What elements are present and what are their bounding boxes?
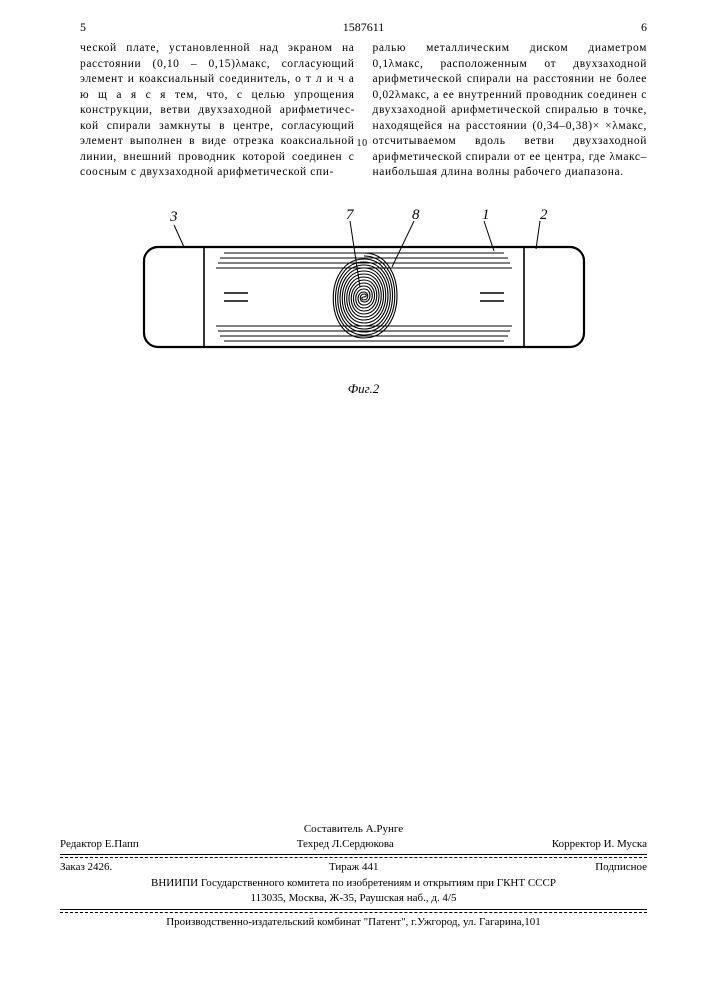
compiler: Составитель А.Рунге bbox=[60, 822, 647, 837]
left-column: ческой плате, установленной над экра­ном… bbox=[80, 41, 355, 181]
corrector: Корректор И. Муска bbox=[552, 837, 647, 852]
fig-label-7: 7 bbox=[346, 207, 355, 223]
doc-number: 1587611 bbox=[343, 20, 385, 35]
figure-caption: Фиг.2 bbox=[80, 381, 647, 397]
fig-label-2: 2 bbox=[540, 207, 548, 223]
fig-label-1: 1 bbox=[482, 207, 490, 223]
fig-label-8: 8 bbox=[412, 207, 420, 223]
order-row: Заказ 2426. Тираж 441 Подписное bbox=[60, 860, 647, 875]
spiral-antenna-diagram: 3 7 8 1 2 bbox=[124, 207, 604, 377]
vniipi: ВНИИПИ Государственного комитета по изоб… bbox=[60, 876, 647, 891]
col-num-right: 6 bbox=[641, 20, 647, 35]
editorial-row: Редактор Е.Папп Техред Л.Сердюкова Корре… bbox=[60, 837, 647, 855]
fig-label-3: 3 bbox=[169, 209, 178, 225]
addr1: 113035, Москва, Ж-35, Раушская наб., д. … bbox=[60, 891, 647, 909]
dash-separator bbox=[60, 857, 647, 858]
tirazh: Тираж 441 bbox=[329, 860, 379, 875]
colophon: Составитель А.Рунге Редактор Е.Папп Техр… bbox=[60, 822, 647, 930]
editor: Редактор Е.Папп bbox=[60, 837, 139, 852]
figure-2: 3 7 8 1 2 Фиг.2 bbox=[80, 207, 647, 397]
col-num-left: 5 bbox=[80, 20, 86, 35]
combine: Производственно-издательский комбинат "П… bbox=[60, 915, 647, 930]
right-column-text: ралью металлическим диском диаметром 0,1… bbox=[373, 42, 648, 178]
column-header-row: 5 1587611 6 bbox=[80, 20, 647, 35]
podpisnoe: Подписное bbox=[595, 860, 647, 875]
right-column: 10 ралью металлическим диском диаметром … bbox=[373, 41, 648, 181]
text-columns: ческой плате, установленной над экра­ном… bbox=[80, 41, 647, 181]
page: 5 1587611 6 ческой плате, установленной … bbox=[0, 0, 707, 1000]
techred: Техред Л.Сердюкова bbox=[297, 837, 394, 852]
left-column-text: ческой плате, установленной над экра­ном… bbox=[80, 42, 355, 178]
dash-separator-2 bbox=[60, 912, 647, 913]
order: Заказ 2426. bbox=[60, 860, 112, 875]
line-number-10: 10 bbox=[357, 137, 368, 151]
